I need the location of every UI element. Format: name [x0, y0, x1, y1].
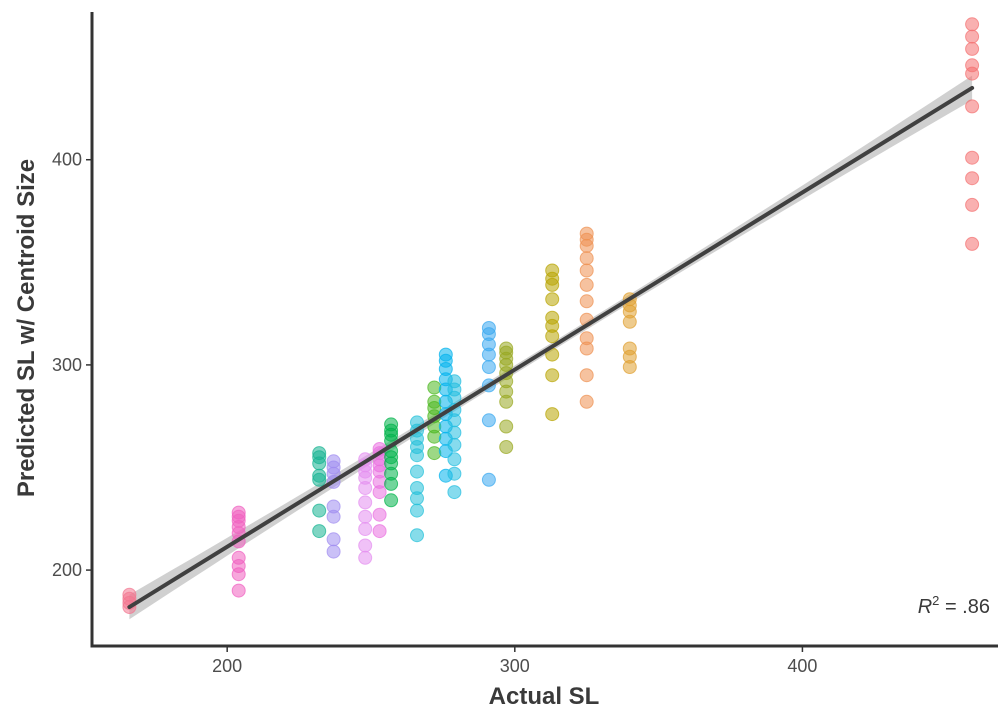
data-point — [481, 472, 496, 487]
data-point — [965, 99, 980, 114]
x-axis-title: Actual SL — [489, 683, 600, 710]
data-point — [579, 394, 594, 409]
y-axis-title: Predicted SL w/ Centroid Size — [13, 159, 40, 497]
data-point — [312, 524, 327, 539]
data-point — [447, 485, 462, 500]
data-point — [965, 29, 980, 44]
data-point — [358, 495, 373, 510]
data-point — [499, 341, 514, 356]
data-point — [579, 277, 594, 292]
data-point — [579, 294, 594, 309]
data-point — [384, 417, 399, 432]
data-point — [545, 292, 560, 307]
data-point — [499, 440, 514, 454]
data-point — [231, 505, 246, 520]
data-point — [447, 466, 462, 481]
data-point — [410, 481, 424, 495]
data-point — [312, 446, 327, 461]
data-point — [545, 310, 560, 325]
data-point — [122, 587, 137, 602]
data-point — [447, 452, 462, 467]
data-point — [499, 419, 514, 434]
data-point — [372, 507, 387, 522]
data-point — [481, 321, 496, 335]
data-point — [358, 538, 373, 553]
data-point — [447, 425, 462, 440]
data-point — [326, 454, 341, 469]
y-axis-ticks: 200 300 400 — [52, 150, 92, 580]
data-point — [579, 251, 594, 266]
data-point — [427, 380, 442, 395]
data-point — [326, 544, 341, 559]
data-point — [427, 446, 442, 461]
data-point — [410, 528, 424, 543]
data-point — [447, 374, 462, 389]
x-tick-label: 400 — [787, 656, 817, 676]
regression-line — [127, 85, 975, 610]
data-point — [326, 532, 341, 547]
data-point — [545, 263, 560, 278]
data-points-layer — [122, 17, 980, 614]
x-axis-ticks: 200 300 400 — [212, 646, 817, 676]
data-point — [372, 524, 387, 539]
data-point — [358, 522, 373, 536]
data-point — [579, 368, 594, 383]
data-point — [622, 341, 637, 356]
data-point — [231, 550, 246, 565]
y-tick-label: 300 — [52, 355, 82, 375]
data-point — [545, 368, 560, 383]
data-point — [579, 263, 594, 278]
data-point — [447, 437, 462, 452]
data-point — [965, 236, 980, 251]
data-point — [410, 464, 424, 479]
y-tick-label: 200 — [52, 560, 82, 580]
data-point — [410, 503, 424, 518]
data-point — [312, 468, 327, 483]
x-tick-label: 200 — [212, 656, 242, 676]
data-point — [965, 17, 980, 32]
y-tick-label: 400 — [52, 150, 82, 170]
data-point — [481, 360, 496, 374]
data-point — [579, 331, 594, 346]
data-point — [965, 41, 980, 56]
data-point — [358, 509, 373, 524]
data-point — [481, 413, 496, 428]
data-point — [358, 550, 373, 565]
data-point — [326, 499, 341, 514]
r-squared-annotation: R2 = .86 — [918, 593, 990, 618]
data-point — [312, 503, 327, 518]
data-point — [965, 150, 980, 165]
data-point — [579, 226, 594, 241]
data-point — [384, 493, 399, 508]
data-point — [545, 407, 560, 422]
data-point — [438, 347, 453, 362]
x-tick-label: 300 — [500, 656, 530, 676]
data-point — [965, 197, 980, 212]
data-point — [965, 171, 980, 186]
data-point — [965, 58, 980, 73]
regression-line-layer — [127, 85, 975, 610]
data-point — [231, 583, 246, 598]
